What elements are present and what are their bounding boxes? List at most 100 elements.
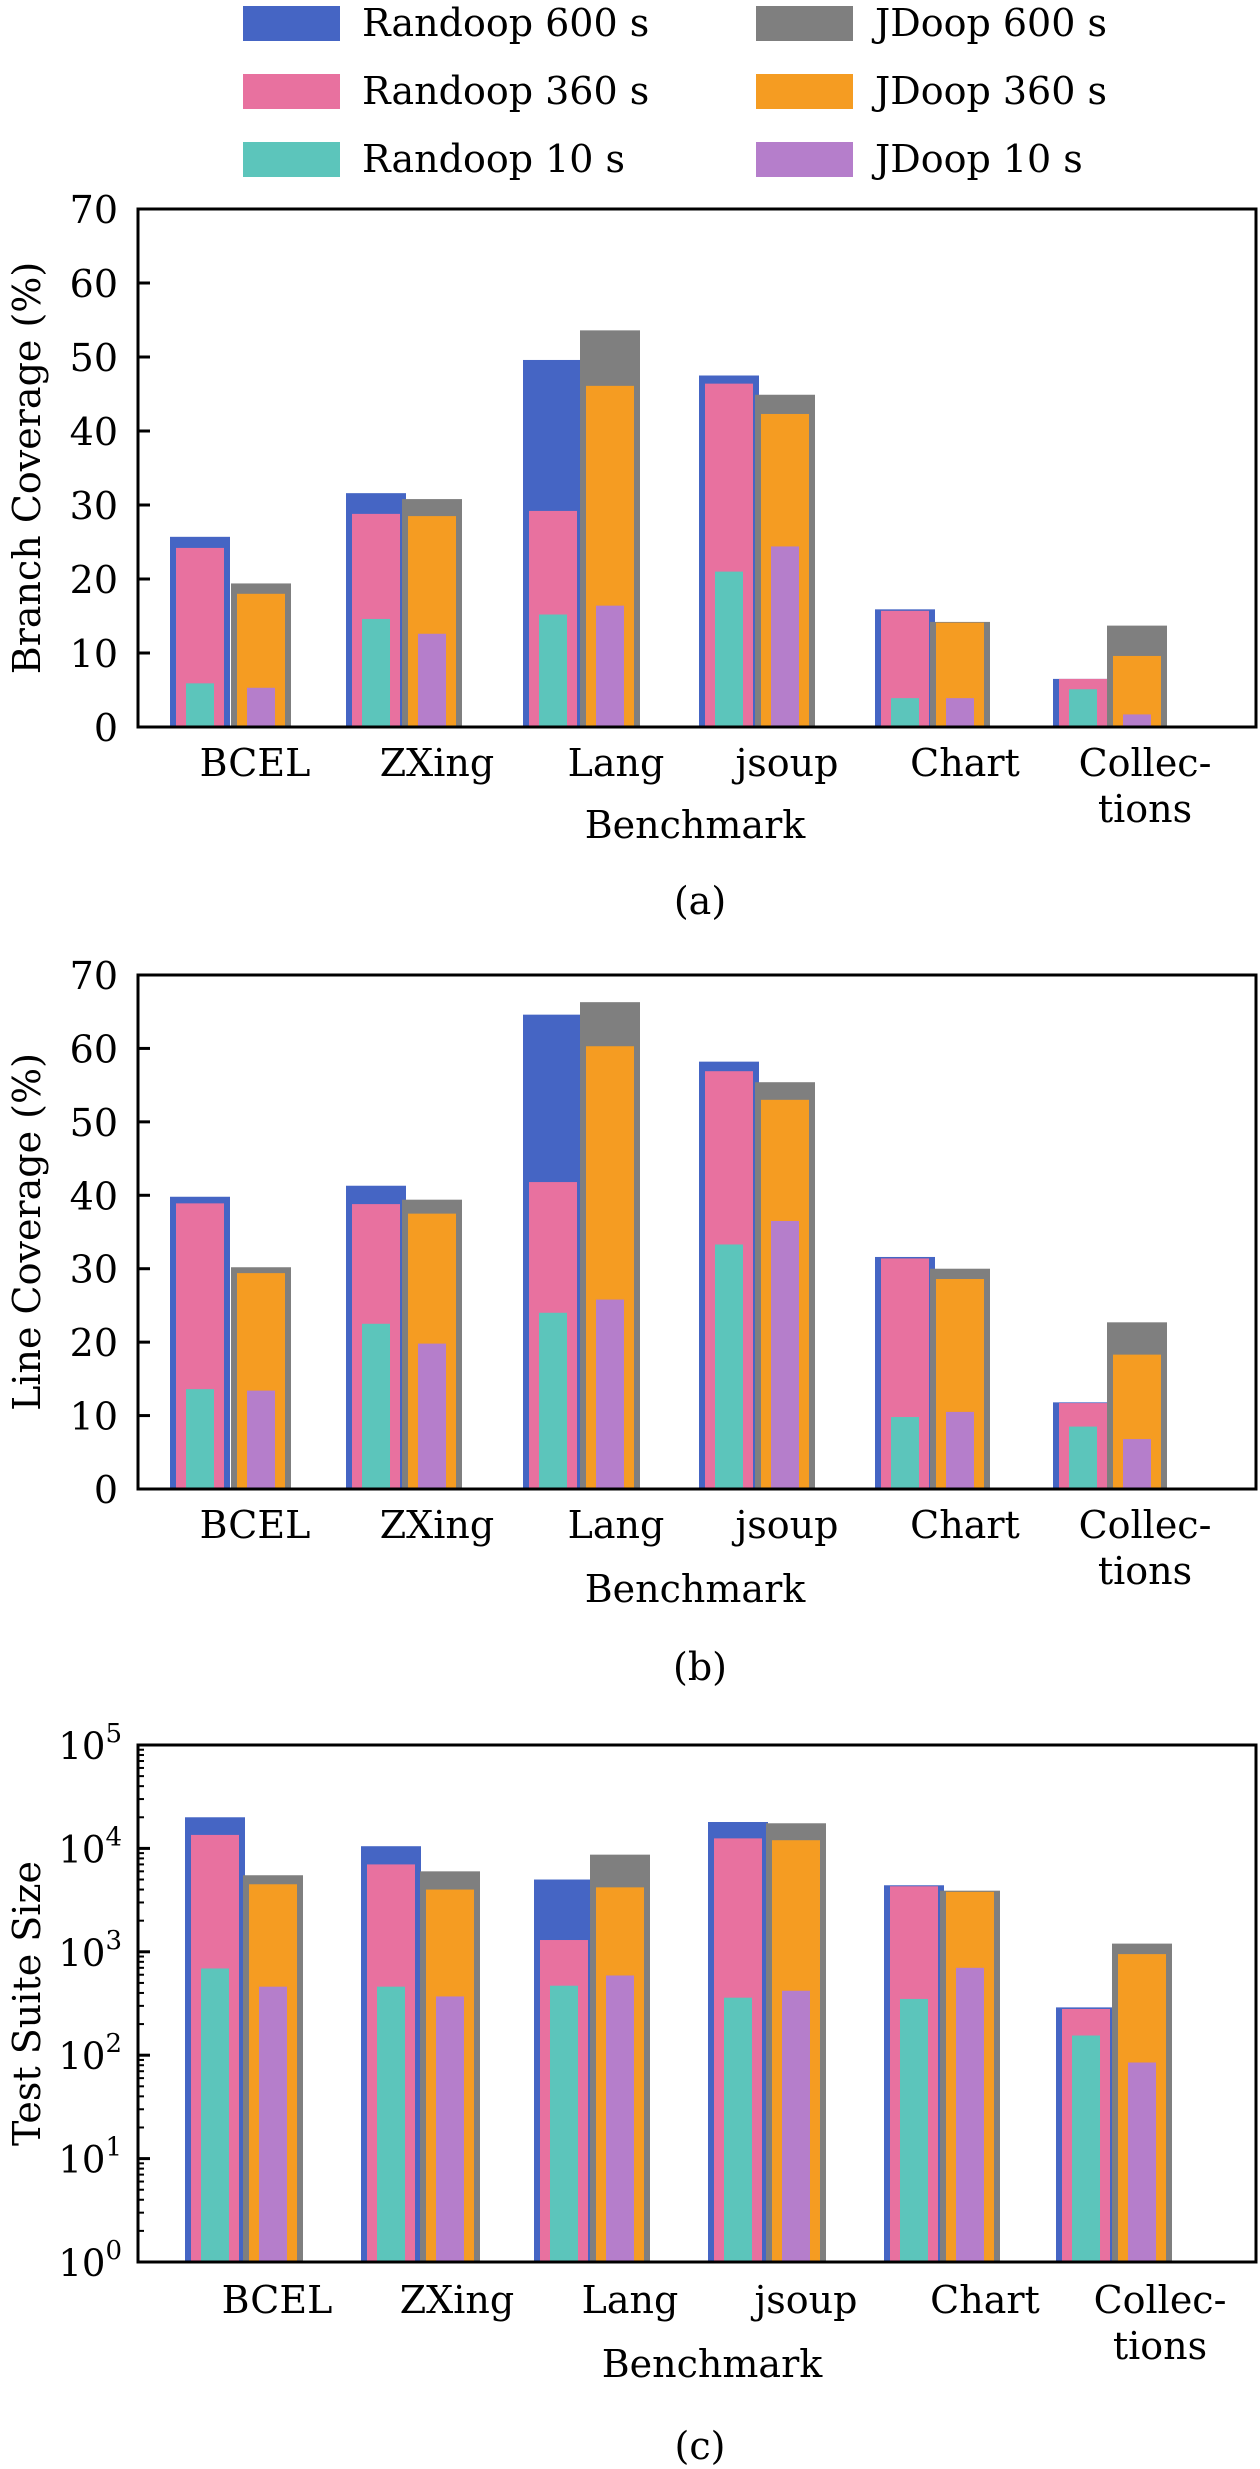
y-tick-label: 40: [70, 410, 118, 454]
y-tick-label: 10: [70, 632, 118, 676]
x-tick-label: Collec-: [1094, 2278, 1227, 2322]
test-suite-size-chart: 100 101 102 103 104 105 BCEL ZXing Lang jsoup Char…: [5, 1719, 1258, 2468]
bar-randoop-10-s-chart: [891, 698, 919, 727]
y-tick-label: 10: [70, 1395, 118, 1439]
x-tick-label: ZXing: [380, 741, 494, 785]
x-tick-label: Lang: [568, 741, 665, 785]
x-tick-label: Collec-: [1079, 741, 1212, 785]
bar-randoop-10-s-zxing: [362, 1323, 390, 1489]
x-tick-label: jsoup: [751, 2278, 858, 2322]
y-tick-label: 60: [70, 262, 118, 306]
y-tick-label: 70: [70, 954, 118, 998]
bar-randoop-10-s-chart: [891, 1417, 919, 1489]
panel-caption: (b): [673, 1645, 727, 1689]
bar-jdoop-10-s-lang: [596, 1299, 624, 1489]
bar-jdoop-10-s-jsoup: [771, 1220, 799, 1489]
legend-label-jdoop-360: JDoop 360 s: [871, 69, 1107, 113]
panel-caption: (c): [675, 2424, 726, 2468]
bar-jdoop-10-s-zxing: [418, 1343, 446, 1489]
x-tick-label: Lang: [582, 2278, 679, 2322]
legend-swatch-randoop-600: [243, 6, 340, 41]
bar-randoop-10-s-zxing: [377, 1986, 405, 2262]
x-tick-label: Chart: [930, 2278, 1040, 2322]
x-tick-label: BCEL: [222, 2278, 333, 2322]
x-tick-label: Chart: [910, 741, 1020, 785]
x-axis-label: Benchmark: [585, 1567, 806, 1611]
x-tick-label: Collec-: [1079, 1503, 1212, 1547]
y-tick-label: 104: [58, 1822, 122, 1871]
bar-jdoop-10-s-jsoup: [782, 1990, 810, 2262]
bar-randoop-10-s-collec-tions: [1069, 1426, 1097, 1489]
x-tick-label: BCEL: [200, 1503, 311, 1547]
chart-legend: Randoop 600 s JDoop 600 s Randoop 360 s …: [243, 1, 1107, 181]
y-tick-label: 100: [58, 2236, 122, 2285]
bar-jdoop-10-s-chart: [956, 1967, 984, 2262]
y-tick-label: 20: [70, 1321, 118, 1365]
line-coverage-chart: 0 10 20 30 40 50 60 70 BCEL ZXing Lang jsoup Chart Co…: [5, 954, 1258, 1689]
y-tick-label: 50: [70, 336, 118, 380]
legend-swatch-jdoop-10: [756, 142, 853, 177]
bar-randoop-10-s-jsoup: [715, 571, 743, 727]
bar-randoop-10-s-chart: [900, 1998, 928, 2262]
plot-frame: [136, 973, 1258, 1491]
legend-swatch-randoop-10: [243, 142, 340, 177]
bar-jdoop-10-s-zxing: [436, 1996, 464, 2262]
bar-jdoop-10-s-bcel: [247, 687, 275, 727]
bar-randoop-10-s-jsoup: [724, 1997, 752, 2262]
y-tick-label: 70: [70, 188, 118, 232]
y-tick-label: 0: [94, 706, 118, 750]
bar-jdoop-10-s-collec-tions: [1123, 1439, 1151, 1489]
legend-swatch-jdoop-360: [756, 74, 853, 109]
bar-jdoop-10-s-lang: [596, 605, 624, 727]
legend-swatch-randoop-360: [243, 74, 340, 109]
bar-randoop-10-s-lang: [539, 1312, 567, 1489]
bar-jdoop-10-s-collec-tions: [1128, 2062, 1156, 2262]
bar-randoop-10-s-bcel: [201, 1968, 229, 2262]
bar-jdoop-10-s-zxing: [418, 633, 446, 727]
bar-randoop-10-s-bcel: [186, 683, 214, 727]
y-tick-label: 20: [70, 558, 118, 602]
y-tick-label: 40: [70, 1174, 118, 1218]
panel-caption: (a): [674, 879, 726, 923]
y-tick-label: 101: [58, 2133, 122, 2182]
y-tick-label: 30: [70, 484, 118, 528]
x-axis-label: Benchmark: [585, 803, 806, 847]
x-tick-label: tions: [1098, 787, 1192, 831]
legend-label-randoop-360: Randoop 360 s: [362, 69, 649, 113]
bar-jdoop-10-s-collec-tions: [1123, 714, 1151, 727]
bar-randoop-10-s-collec-tions: [1072, 2035, 1100, 2262]
x-tick-label: ZXing: [380, 1503, 494, 1547]
bar-jdoop-10-s-jsoup: [771, 546, 799, 727]
bar-randoop-10-s-lang: [539, 614, 567, 727]
bar-jdoop-10-s-chart: [946, 698, 974, 727]
x-tick-label: ZXing: [400, 2278, 514, 2322]
bar-randoop-10-s-bcel: [186, 1389, 214, 1489]
x-tick-label: jsoup: [732, 741, 839, 785]
y-tick-label: 102: [58, 2029, 122, 2078]
legend-swatch-jdoop-600: [756, 6, 853, 41]
y-axis-label: Line Coverage (%): [5, 1053, 49, 1411]
plot-frame: [136, 1743, 1258, 2264]
y-tick-label: 30: [70, 1248, 118, 1292]
legend-label-jdoop-10: JDoop 10 s: [871, 137, 1083, 181]
x-tick-label: tions: [1098, 1549, 1192, 1593]
x-axis-label: Benchmark: [602, 2342, 823, 2386]
y-tick-label: 0: [94, 1468, 118, 1512]
y-axis-label: Test Suite Size: [5, 1861, 49, 2146]
bar-jdoop-10-s-bcel: [247, 1390, 275, 1489]
bar-randoop-10-s-jsoup: [715, 1244, 743, 1489]
y-tick-label: 105: [58, 1719, 122, 1768]
bar-randoop-10-s-lang: [550, 1985, 578, 2262]
y-tick-label: 60: [70, 1027, 118, 1071]
branch-coverage-chart: 0 10 20 30 40 50 60 70 BCEL ZXing Lang jsoup Chart Co…: [5, 188, 1258, 923]
y-tick-label: 103: [58, 1926, 122, 1975]
x-tick-label: BCEL: [200, 741, 311, 785]
legend-label-jdoop-600: JDoop 600 s: [871, 1, 1107, 45]
bar-jdoop-10-s-bcel: [259, 1986, 287, 2262]
x-tick-label: jsoup: [732, 1503, 839, 1547]
x-tick-label: Lang: [568, 1503, 665, 1547]
x-tick-label: tions: [1113, 2324, 1207, 2368]
plot-frame: [136, 207, 1258, 729]
legend-label-randoop-600: Randoop 600 s: [362, 1, 649, 45]
x-tick-label: Chart: [910, 1503, 1020, 1547]
